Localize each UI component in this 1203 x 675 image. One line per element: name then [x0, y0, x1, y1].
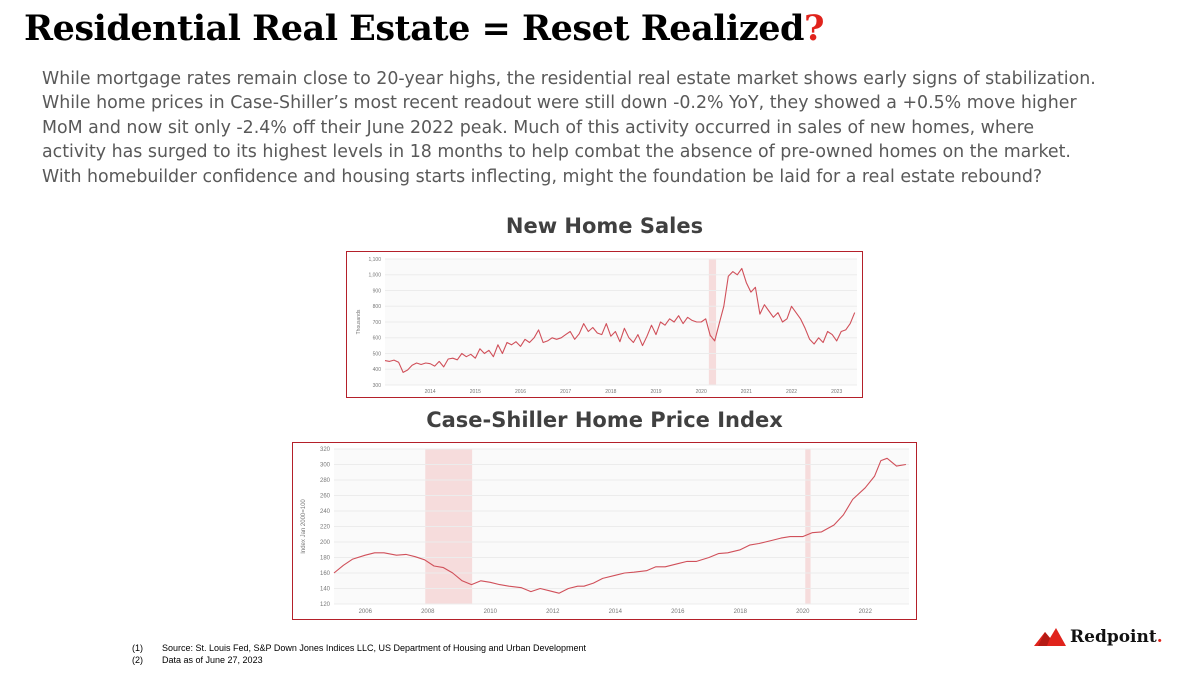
title-main: Residential Real Estate = Reset Realized	[24, 8, 804, 49]
footnote-number: (2)	[132, 655, 143, 665]
footnote-text: Source: St. Louis Fed, S&P Down Jones In…	[162, 643, 587, 653]
y-axis-label: Index Jan 2000=100	[301, 499, 307, 554]
y-tick-label: 260	[320, 493, 331, 499]
slide-title: Residential Real Estate = Reset Realized…	[24, 8, 824, 49]
x-tick-label: 2016	[515, 389, 526, 395]
x-tick-label: 2006	[359, 609, 373, 615]
y-tick-label: 900	[373, 288, 382, 294]
body-paragraph: While mortgage rates remain close to 20-…	[42, 67, 1192, 189]
x-tick-label: 2020	[796, 609, 810, 615]
y-tick-label: 300	[373, 383, 382, 389]
case-shiller-title: Case-Shiller Home Price Index	[426, 408, 783, 432]
x-tick-label: 2018	[734, 609, 748, 615]
y-tick-label: 320	[320, 447, 331, 453]
x-tick-label: 2018	[605, 389, 616, 395]
logo-dot: .	[1156, 627, 1163, 647]
body-line: activity has surged to its highest level…	[42, 142, 1071, 163]
y-tick-label: 200	[320, 540, 331, 546]
body-line: With homebuilder confidence and housing …	[42, 166, 1043, 187]
x-tick-label: 2012	[546, 609, 560, 615]
footnote-number: (1)	[132, 643, 143, 653]
footnote: (2) Data as of June 27, 2023	[132, 654, 586, 666]
y-tick-label: 300	[320, 462, 331, 468]
x-tick-label: 2019	[650, 389, 661, 395]
y-tick-label: 140	[320, 586, 331, 592]
y-tick-label: 800	[373, 304, 382, 310]
y-tick-label: 400	[373, 367, 382, 373]
y-tick-label: 240	[320, 509, 331, 515]
new-home-sales-chart: 1,100 1,000 900 800 700 600 500 400 300 2014 2015 2…	[346, 251, 863, 398]
x-tick-label: 2020	[696, 389, 707, 395]
y-tick-label: 180	[320, 555, 331, 561]
title-question-mark: ?	[803, 8, 825, 49]
y-tick-label: 600	[373, 336, 382, 342]
footnotes: (1) Source: St. Louis Fed, S&P Down Jones…	[132, 642, 586, 666]
x-tick-label: 2021	[741, 389, 752, 395]
y-tick-label: 280	[320, 478, 331, 484]
x-tick-label: 2022	[859, 609, 873, 615]
body-line: MoM and now sit only -2.4% off their Jun…	[42, 117, 1035, 138]
x-tick-label: 2022	[786, 389, 797, 395]
x-tick-label: 2015	[470, 389, 481, 395]
y-axis-label: Thousands	[356, 309, 362, 334]
y-tick-label: 220	[320, 524, 331, 530]
body-line: While mortgage rates remain close to 20-…	[42, 69, 1096, 89]
y-tick-label: 120	[320, 602, 331, 608]
y-tick-label: 700	[373, 320, 382, 326]
footnote: (1) Source: St. Louis Fed, S&P Down Jones…	[132, 642, 586, 654]
y-tick-label: 160	[320, 571, 331, 577]
redpoint-logo: Redpoint.	[1034, 626, 1163, 648]
x-tick-label: 2010	[484, 609, 498, 615]
mountain-logo-icon	[1034, 628, 1066, 646]
case-shiller-plot: 320 300 280 260 240 220 200 180 160 140 120 2006 200…	[301, 447, 909, 615]
x-tick-label: 2008	[421, 609, 435, 615]
body-line: While home prices in Case-Shiller’s most…	[42, 93, 1077, 114]
series-line	[384, 267, 856, 373]
new-home-sales-plot: 1,100 1,000 900 800 700 600 500 400 300 2014 2015 2…	[356, 257, 857, 395]
logo-text: Redpoint.	[1070, 627, 1163, 647]
logo-name: Redpoint	[1070, 627, 1157, 647]
x-tick-label: 2014	[425, 389, 436, 395]
case-shiller-chart: 320 300 280 260 240 220 200 180 160 140 120 2006 200…	[292, 442, 917, 620]
footnote-text: Data as of June 27, 2023	[162, 655, 263, 665]
x-tick-label: 2017	[560, 389, 571, 395]
y-tick-label: 500	[373, 351, 382, 357]
x-tick-label: 2023	[831, 389, 842, 395]
y-tick-label: 1,000	[368, 273, 381, 279]
new-home-sales-title: New Home Sales	[505, 214, 704, 238]
x-tick-label: 2016	[671, 609, 685, 615]
y-tick-label: 1,100	[368, 257, 381, 263]
x-tick-label: 2014	[609, 609, 623, 615]
series-line	[333, 457, 906, 594]
